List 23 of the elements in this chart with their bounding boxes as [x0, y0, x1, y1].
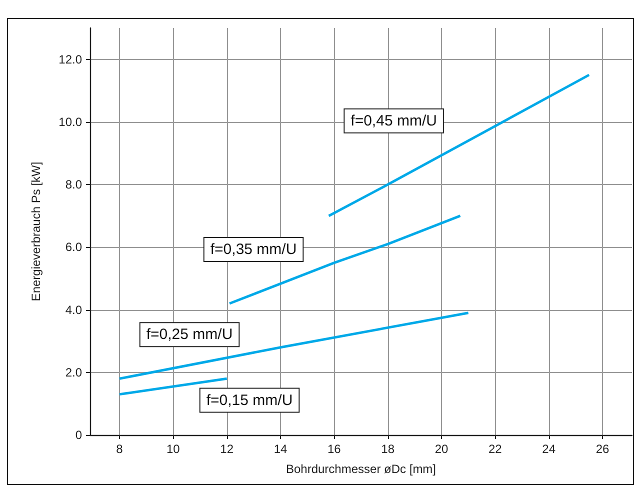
y-tick-label: 10.0 — [58, 114, 82, 129]
x-tick-label: 22 — [488, 442, 502, 456]
x-tick-label: 18 — [381, 442, 395, 456]
x-axis-title: Bohrdurchmesser øDc [mm] — [286, 462, 436, 476]
y-axis-title: Energieverbrauch Ps [kW] — [29, 162, 43, 302]
series-label: f=0,15 mm/U — [206, 392, 293, 409]
series-label: f=0,45 mm/U — [350, 112, 437, 130]
y-tick-label: 12.0 — [58, 52, 82, 66]
y-tick-label: 2.0 — [65, 365, 82, 380]
y-tick-label: 8.0 — [65, 178, 82, 192]
series-label: f=0,35 mm/U — [210, 241, 297, 258]
series-label: f=0,25 mm/U — [146, 326, 233, 344]
x-tick-label: 14 — [274, 442, 288, 456]
x-tick-label: 24 — [542, 442, 556, 456]
x-tick-label: 12 — [220, 442, 234, 456]
x-tick-label: 10 — [166, 442, 180, 456]
y-tick-label: 6.0 — [65, 240, 82, 254]
x-tick-label: 8 — [116, 442, 124, 456]
x-tick-label: 26 — [596, 442, 610, 456]
y-tick-label: 0 — [75, 428, 82, 442]
y-tick-label: 4.0 — [65, 302, 82, 317]
x-tick-label: 20 — [434, 442, 448, 456]
x-tick-label: 16 — [327, 442, 342, 456]
